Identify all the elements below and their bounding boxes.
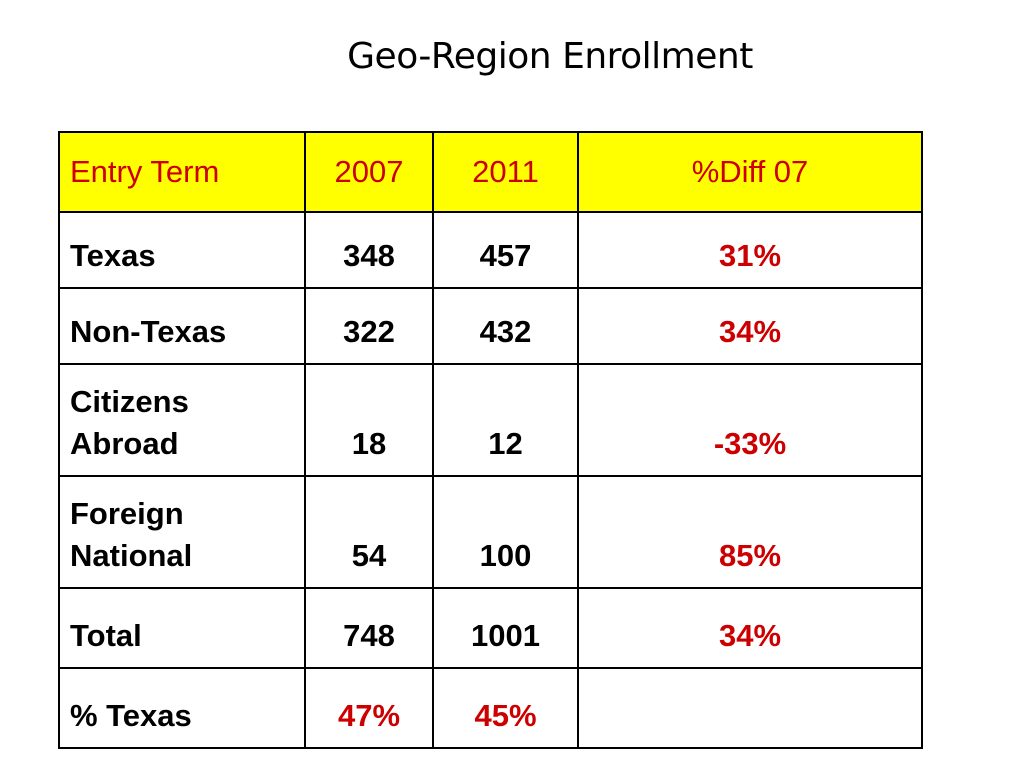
cell-2007: 18	[304, 363, 434, 477]
cell-diff: 31%	[577, 211, 923, 289]
cell-diff: 34%	[577, 287, 923, 365]
table-row: Non-Texas 322 432 34%	[58, 287, 923, 365]
cell-2007: 748	[304, 587, 434, 669]
row-label: Citizens Abroad	[58, 363, 306, 477]
row-label-line-2: Abroad	[70, 426, 179, 462]
cell-diff: -33%	[577, 363, 923, 477]
table-row: Foreign National 54 100 85%	[58, 475, 923, 589]
header-entry-term: Entry Term	[58, 131, 306, 213]
header-2007: 2007	[304, 131, 434, 213]
cell-2011: 100	[432, 475, 579, 589]
row-label: % Texas	[58, 667, 306, 749]
enrollment-table: Entry Term 2007 2011 %Diff 07 Texas 348 …	[58, 131, 923, 749]
row-label: Non-Texas	[58, 287, 306, 365]
cell-2007: 54	[304, 475, 434, 589]
row-label-line-1: Foreign	[70, 496, 184, 532]
row-label: Texas	[58, 211, 306, 289]
row-label-line-2: National	[70, 538, 193, 574]
cell-2011: 12	[432, 363, 579, 477]
cell-diff	[577, 667, 923, 749]
cell-2011: 432	[432, 287, 579, 365]
table-row: Citizens Abroad 18 12 -33%	[58, 363, 923, 477]
cell-2011: 457	[432, 211, 579, 289]
row-label-line-1: Citizens	[70, 384, 189, 420]
row-label: Total	[58, 587, 306, 669]
header-diff: %Diff 07	[577, 131, 923, 213]
page-title: Geo-Region Enrollment	[347, 36, 753, 77]
cell-2011: 1001	[432, 587, 579, 669]
cell-2011: 45%	[432, 667, 579, 749]
cell-2007: 348	[304, 211, 434, 289]
table-row: Total 748 1001 34%	[58, 587, 923, 669]
cell-2007: 322	[304, 287, 434, 365]
header-2011: 2011	[432, 131, 579, 213]
cell-diff: 34%	[577, 587, 923, 669]
cell-diff: 85%	[577, 475, 923, 589]
table-row: % Texas 47% 45%	[58, 667, 923, 749]
cell-2007: 47%	[304, 667, 434, 749]
row-label: Foreign National	[58, 475, 306, 589]
table-header-row: Entry Term 2007 2011 %Diff 07	[58, 131, 923, 213]
table-row: Texas 348 457 31%	[58, 211, 923, 289]
